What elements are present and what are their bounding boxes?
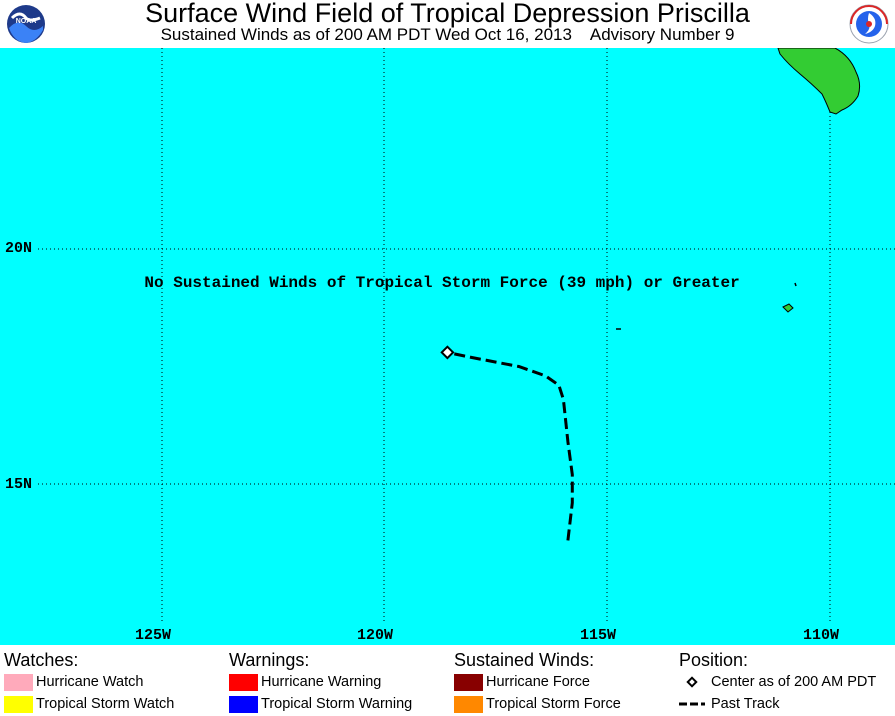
tropical-storm-warning-swatch — [229, 695, 258, 713]
lat-label-20n: 20N — [5, 240, 33, 257]
hurricane-warning-swatch — [229, 673, 258, 691]
noaa-logo: NOAA — [7, 5, 45, 43]
legend-position-heading: Position: — [679, 650, 749, 670]
hurricane-force-label: Hurricane Force — [486, 674, 590, 690]
hurricane-watch-swatch — [4, 673, 33, 691]
island-alijos — [794, 282, 797, 287]
legend: Watches: Hurricane Watch Tropical Storm … — [0, 645, 895, 716]
legend-item-past-track: Past Track — [679, 693, 876, 715]
svg-text:NOAA: NOAA — [16, 18, 37, 25]
page-title: Surface Wind Field of Tropical Depressio… — [145, 0, 750, 28]
hurricane-warning-label: Hurricane Warning — [261, 674, 382, 690]
lon-label-125w: 125W — [135, 627, 172, 644]
center-label: Center as of 200 AM PDT — [711, 674, 877, 690]
legend-warnings-heading: Warnings: — [229, 650, 310, 670]
legend-item-hurricane-watch: Hurricane Watch — [4, 671, 174, 693]
legend-position: Position: Center as of 200 AM PDT Past T… — [679, 649, 876, 715]
island-socorro — [782, 303, 794, 313]
tropical-storm-force-swatch — [454, 695, 483, 713]
legend-item-tropical-storm-force: Tropical Storm Force — [454, 693, 621, 715]
legend-watches: Watches: Hurricane Watch Tropical Storm … — [4, 649, 174, 715]
lon-label-120w: 120W — [357, 627, 394, 644]
graticule — [38, 48, 895, 623]
hurricane-watch-label: Hurricane Watch — [36, 674, 144, 690]
tropical-storm-watch-swatch — [4, 695, 33, 713]
lon-label-110w: 110W — [803, 627, 840, 644]
legend-item-center: Center as of 200 AM PDT — [679, 671, 876, 693]
dashed-line-icon — [679, 696, 705, 713]
legend-item-tropical-storm-watch: Tropical Storm Watch — [4, 693, 174, 715]
legend-item-hurricane-warning: Hurricane Warning — [229, 671, 412, 693]
legend-sustained-winds-heading: Sustained Winds: — [454, 650, 595, 670]
lon-label-115w: 115W — [580, 627, 617, 644]
lat-label-15n: 15N — [5, 476, 33, 493]
no-winds-notice-text: No Sustained Winds of Tropical Storm For… — [144, 274, 740, 292]
national-weather-service-logo — [849, 4, 889, 44]
legend-sustained-winds: Sustained Winds: Hurricane Force Tropica… — [454, 649, 621, 715]
legend-warnings: Warnings: Hurricane Warning Tropical Sto… — [229, 649, 412, 715]
storm-center-marker — [440, 345, 455, 360]
no-winds-notice: No Sustained Winds of Tropical Storm For… — [106, 256, 740, 310]
baja-california-land — [777, 48, 861, 115]
advisory-subtitle: Sustained Winds as of 200 AM PDT Wed Oct… — [160, 25, 735, 44]
header: NOAA Surface Wind Field of Tropical Depr… — [0, 0, 895, 48]
map: 20N 15N 125W 120W 115W 110W No Sustained… — [0, 48, 895, 645]
legend-item-hurricane-force: Hurricane Force — [454, 671, 621, 693]
past-track-label: Past Track — [711, 696, 780, 712]
map-canvas — [38, 48, 895, 623]
past-track-line — [447, 350, 574, 541]
tropical-storm-force-label: Tropical Storm Force — [486, 696, 621, 712]
hurricane-force-swatch — [454, 673, 483, 691]
tropical-storm-watch-label: Tropical Storm Watch — [36, 696, 175, 712]
diamond-icon — [679, 674, 705, 691]
tropical-storm-warning-label: Tropical Storm Warning — [261, 696, 413, 712]
legend-watches-heading: Watches: — [4, 650, 79, 670]
legend-item-tropical-storm-warning: Tropical Storm Warning — [229, 693, 412, 715]
